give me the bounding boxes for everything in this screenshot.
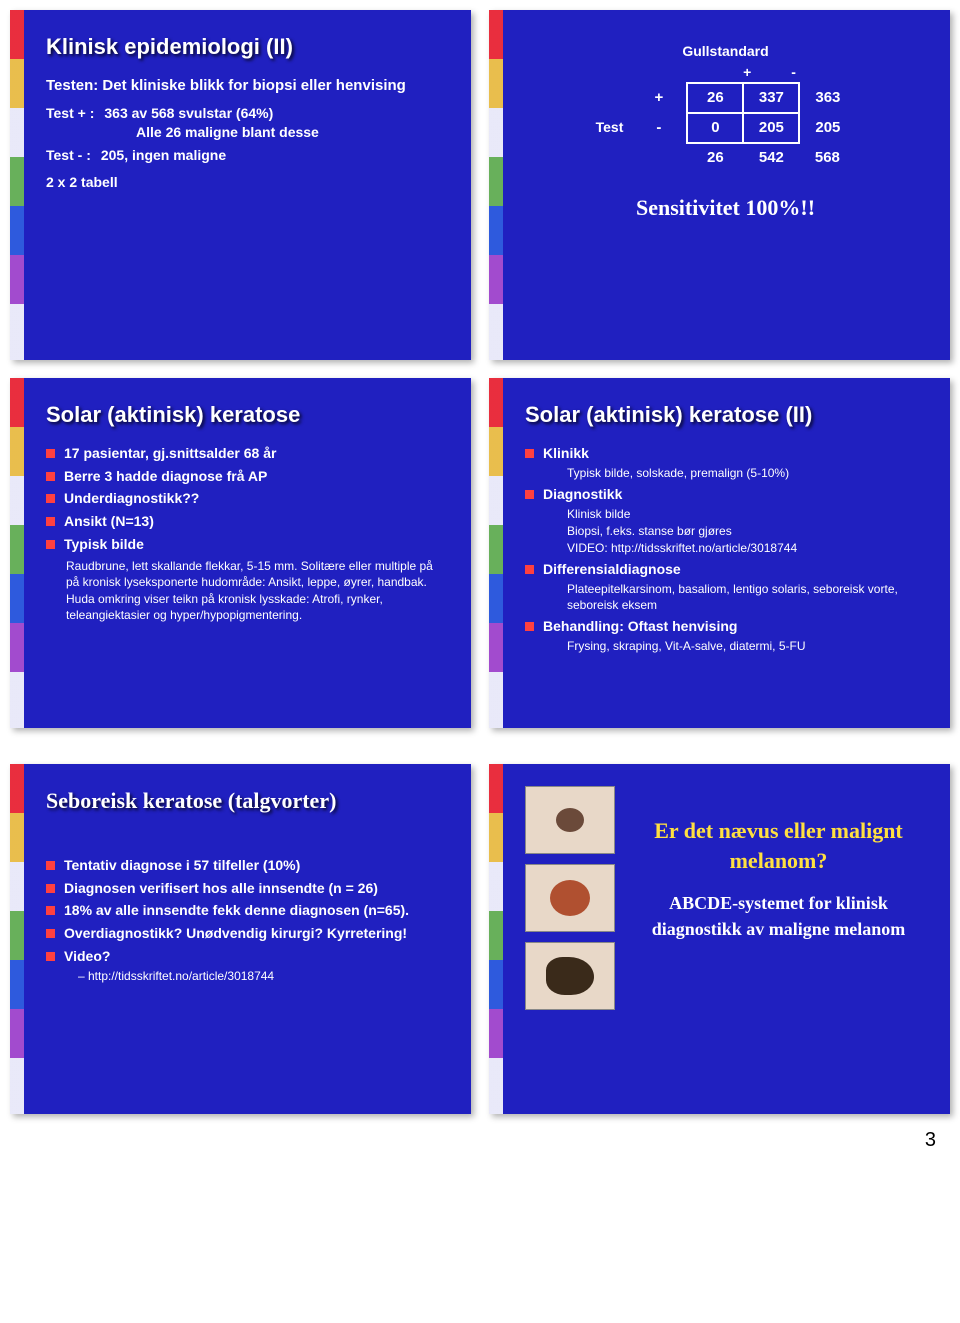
- slide-seboreisk-keratose: Seboreisk keratose (talgvorter) Tentativ…: [10, 764, 471, 1114]
- bullet-tentativ: Tentativ diagnose i 57 tilfeller (10%): [46, 856, 447, 875]
- video-url: http://tidsskriftet.no/article/3018744: [78, 968, 447, 984]
- cell-tp: 26: [687, 83, 743, 113]
- sub-biopsi: Biopsi, f.eks. stanse bør gjøres: [557, 523, 926, 539]
- accent-bar: [10, 764, 24, 1114]
- cell-fp: 337: [743, 83, 799, 113]
- slide-solar-keratose-1: Solar (aktinisk) keratose 17 pasientar, …: [10, 378, 471, 728]
- col-total-p: 26: [687, 143, 743, 173]
- sensitivity-label: Sensitivitet 100%!!: [636, 193, 815, 223]
- slide-confusion-matrix: Gullstandard + - Test + 26 337 363: [489, 10, 950, 360]
- sub-behandling: Frysing, skraping, Vit-A-salve, diatermi…: [557, 638, 926, 654]
- test-minus-label: Test - :: [46, 146, 91, 165]
- abcde-text: ABCDE-systemet for klinisk diagnostikk a…: [631, 891, 926, 941]
- bullet-18pct: 18% av alle innsendte fekk denne diagnos…: [46, 901, 447, 920]
- bullet-verifisert: Diagnosen verifisert hos alle innsendte …: [46, 879, 447, 898]
- cell-tn: 205: [743, 113, 799, 143]
- slide-solar-keratose-2: Solar (aktinisk) keratose (II) Klinikk T…: [489, 378, 950, 728]
- sub-diffdiag: Plateepitelkarsinom, basaliom, lentigo s…: [557, 581, 926, 613]
- slide-epidemiology-text: Klinisk epidemiologi (II) Testen: Det kl…: [10, 10, 471, 360]
- sub-klinikk: Typisk bilde, solskade, premalign (5-10%…: [557, 465, 926, 481]
- confusion-table: + 26 337 363 - 0 205 205 26 542: [631, 82, 855, 173]
- bullet-klinikk: Klinikk Typisk bilde, solskade, premalig…: [525, 444, 926, 481]
- lesion-photo-3: [525, 942, 615, 1010]
- slide-title: Er det nævus eller malignt melanom?: [631, 816, 926, 875]
- test-description: Testen: Det kliniske blikk for biopsi el…: [46, 76, 447, 96]
- page-number: 3: [925, 1127, 936, 1154]
- typisk-desc: Raudbrune, lett skallande flekkar, 5-15 …: [64, 558, 447, 623]
- bullet-patients: 17 pasientar, gj.snittsalder 68 år: [46, 444, 447, 463]
- test-plus-note: Alle 26 maligne blant desse: [46, 123, 447, 142]
- lesion-photo-1: [525, 786, 615, 854]
- bullet-diagnostikk: Diagnostikk Klinisk bilde Biopsi, f.eks.…: [525, 485, 926, 556]
- cell-fn: 0: [687, 113, 743, 143]
- bullet-ansikt: Ansikt (N=13): [46, 512, 447, 531]
- row-plus: +: [631, 83, 687, 113]
- col-total-n: 542: [743, 143, 799, 173]
- tabell-label: 2 x 2 tabell: [46, 173, 447, 192]
- accent-bar: [489, 764, 503, 1114]
- slide-title: Solar (aktinisk) keratose: [46, 400, 447, 430]
- bullet-typisk: Typisk bilde Raudbrune, lett skallande f…: [46, 535, 447, 623]
- lesion-photo-column: [525, 786, 615, 1010]
- test-plus-value: 363 av 568 svulstar (64%): [104, 104, 273, 123]
- slide-naevus-melanom: Er det nævus eller malignt melanom? ABCD…: [489, 764, 950, 1114]
- sub-klinisk-bilde: Klinisk bilde: [557, 506, 926, 522]
- accent-bar: [489, 378, 503, 728]
- col-plus: +: [743, 63, 751, 82]
- col-minus: -: [791, 63, 796, 82]
- sub-video-link: VIDEO: http://tidsskriftet.no/article/30…: [557, 540, 926, 556]
- row-minus: -: [631, 113, 687, 143]
- accent-bar: [489, 10, 503, 360]
- bullet-behandling: Behandling: Oftast henvising Frysing, sk…: [525, 617, 926, 654]
- bullet-underdiag: Underdiagnostikk??: [46, 489, 447, 508]
- lesion-photo-2: [525, 864, 615, 932]
- bullet-diffdiag: Differensialdiagnose Plateepitelkarsinom…: [525, 560, 926, 613]
- test-minus-value: 205, ingen maligne: [101, 146, 226, 165]
- row-total-n: 205: [799, 113, 855, 143]
- slide-title: Klinisk epidemiologi (II): [46, 32, 447, 62]
- gold-standard-label: Gullstandard: [682, 42, 768, 61]
- grand-total: 568: [799, 143, 855, 173]
- row-test-label: Test: [596, 118, 624, 137]
- accent-bar: [10, 10, 24, 360]
- bullet-video: Video? http://tidsskriftet.no/article/30…: [46, 947, 447, 984]
- slide-title: Seboreisk keratose (talgvorter): [46, 786, 447, 816]
- bullet-overdiag: Overdiagnostikk? Unødvendig kirurgi? Kyr…: [46, 924, 447, 943]
- slide-title: Solar (aktinisk) keratose (II): [525, 400, 926, 430]
- test-plus-label: Test + :: [46, 104, 94, 123]
- accent-bar: [10, 378, 24, 728]
- bullet-diagnose-ap: Berre 3 hadde diagnose frå AP: [46, 467, 447, 486]
- row-total-p: 363: [799, 83, 855, 113]
